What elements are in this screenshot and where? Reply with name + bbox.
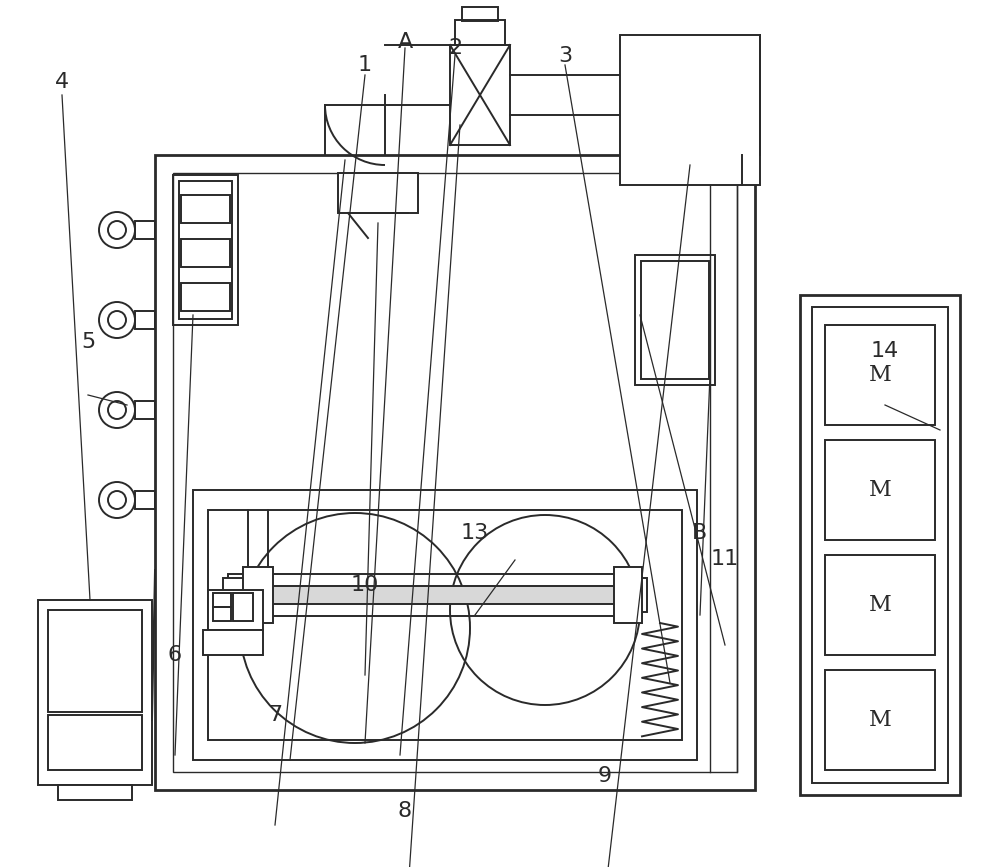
- Text: 14: 14: [871, 341, 899, 362]
- Bar: [203, 630, 263, 655]
- Bar: [455, 20, 505, 45]
- Bar: [58, 785, 132, 800]
- Bar: [228, 574, 642, 616]
- Bar: [228, 586, 642, 604]
- Text: 9: 9: [598, 766, 612, 786]
- Text: 1: 1: [358, 55, 372, 75]
- Bar: [450, 45, 510, 145]
- Bar: [213, 593, 231, 607]
- Bar: [135, 221, 155, 239]
- Bar: [181, 239, 230, 267]
- Bar: [641, 261, 709, 379]
- Bar: [155, 155, 755, 790]
- Bar: [193, 490, 697, 760]
- Text: M: M: [869, 364, 891, 386]
- Text: 11: 11: [711, 549, 739, 570]
- Bar: [233, 593, 253, 621]
- Text: 6: 6: [168, 644, 182, 665]
- Bar: [625, 578, 647, 612]
- Text: B: B: [692, 523, 708, 544]
- Bar: [181, 195, 230, 223]
- Bar: [48, 610, 142, 712]
- Bar: [825, 440, 935, 540]
- Bar: [614, 567, 642, 623]
- Text: 8: 8: [398, 800, 412, 821]
- Text: A: A: [397, 31, 413, 52]
- Text: 5: 5: [81, 332, 95, 353]
- Text: M: M: [869, 479, 891, 501]
- Bar: [462, 7, 498, 21]
- Bar: [173, 175, 238, 325]
- Text: 3: 3: [558, 46, 572, 67]
- Bar: [208, 510, 682, 740]
- Bar: [213, 607, 231, 621]
- Bar: [825, 670, 935, 770]
- Bar: [825, 325, 935, 425]
- Text: M: M: [869, 709, 891, 731]
- Bar: [223, 578, 245, 612]
- Bar: [38, 600, 152, 785]
- Bar: [243, 567, 273, 623]
- Text: 10: 10: [351, 575, 379, 596]
- Text: 7: 7: [268, 705, 282, 726]
- Bar: [179, 181, 232, 319]
- Bar: [635, 255, 715, 385]
- Text: 2: 2: [448, 37, 462, 58]
- Bar: [48, 714, 142, 770]
- Bar: [812, 307, 948, 783]
- Bar: [135, 491, 155, 509]
- Text: 13: 13: [461, 523, 489, 544]
- Bar: [208, 590, 263, 630]
- Bar: [181, 283, 230, 311]
- Bar: [800, 295, 960, 795]
- Bar: [338, 173, 418, 213]
- Text: M: M: [869, 594, 891, 616]
- Bar: [620, 35, 760, 185]
- Text: 4: 4: [55, 72, 69, 93]
- Bar: [135, 311, 155, 329]
- Bar: [135, 401, 155, 419]
- Bar: [173, 173, 737, 772]
- Bar: [825, 555, 935, 655]
